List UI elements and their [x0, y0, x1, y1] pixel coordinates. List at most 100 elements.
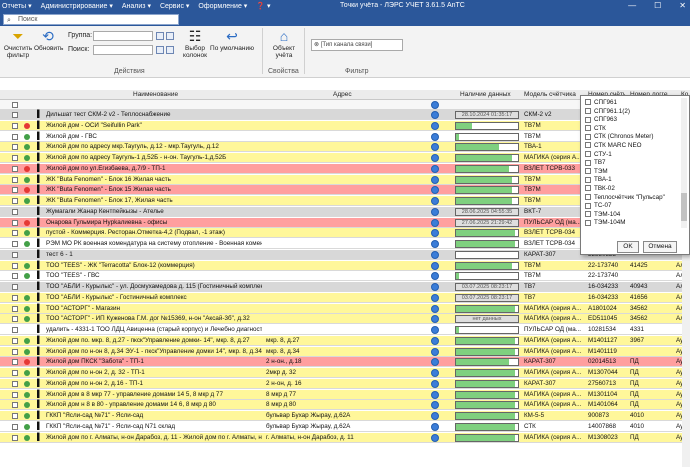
- menu-analysis[interactable]: Анализ ▾: [121, 3, 151, 10]
- popup-scrollbar[interactable]: [681, 98, 687, 228]
- row-checkbox[interactable]: [12, 402, 18, 409]
- popup-item-checkbox[interactable]: [585, 116, 591, 123]
- row-checkbox[interactable]: [12, 413, 18, 419]
- default-button[interactable]: ↩ По умолчанию: [210, 28, 254, 52]
- ok-button[interactable]: OK: [617, 241, 639, 253]
- table-row[interactable]: ▌ пустой - Коммерция. Ресторан.Отметка-4,…: [0, 228, 690, 239]
- popup-item-checkbox[interactable]: [585, 107, 591, 114]
- row-checkbox[interactable]: [12, 187, 18, 194]
- row-checkbox[interactable]: [12, 284, 18, 290]
- globe-icon[interactable]: [431, 283, 439, 291]
- row-checkbox[interactable]: [12, 316, 18, 323]
- popup-filter-item[interactable]: ТЭМ: [585, 168, 608, 177]
- row-checkbox[interactable]: [12, 294, 18, 301]
- row-checkbox[interactable]: [12, 327, 18, 333]
- globe-icon[interactable]: [431, 164, 439, 173]
- row-checkbox[interactable]: [12, 241, 18, 247]
- table-row[interactable]: ▌ ТОО "TEES" - ЖК "Terracotta" Блок-12 (к…: [0, 260, 690, 271]
- minimize-button[interactable]: —: [628, 1, 637, 10]
- group-link-icon[interactable]: [156, 32, 164, 40]
- globe-icon[interactable]: [431, 240, 439, 248]
- popup-filter-item[interactable]: ТЭМ-104М: [585, 219, 625, 228]
- table-row[interactable]: ▌ ЖК "Buta Fenomen" - Блок 15 Жилая часть…: [0, 185, 690, 196]
- close-icon[interactable]: ⊗: [314, 42, 321, 48]
- table-row[interactable]: ▌ Жилой дом - ОСИ "Seifullin Park" ТВ7М: [0, 120, 690, 131]
- globe-icon[interactable]: [431, 336, 439, 345]
- globe-icon[interactable]: [431, 315, 439, 324]
- popup-item-checkbox[interactable]: [585, 193, 591, 200]
- popup-item-checkbox[interactable]: [585, 99, 591, 106]
- row-checkbox[interactable]: [12, 122, 18, 129]
- row-checkbox[interactable]: [12, 230, 18, 237]
- table-row[interactable]: ▌ ЖК "Buta Fenomen" - Блок 17, Жилая част…: [0, 196, 690, 207]
- table-row[interactable]: ▌ Жилой дом по. мкр. 8, д.27 - пкск"Управ…: [0, 335, 690, 346]
- globe-icon[interactable]: [431, 207, 439, 216]
- menu-help[interactable]: ❓ ▾: [256, 3, 271, 10]
- menu-service[interactable]: Сервис ▾: [159, 3, 190, 10]
- col-logger-number[interactable]: Номер логгер: [630, 91, 668, 98]
- globe-icon[interactable]: [431, 250, 439, 259]
- popup-item-checkbox[interactable]: [585, 219, 591, 226]
- cancel-button[interactable]: Отмена: [643, 241, 677, 253]
- row-checkbox[interactable]: [12, 359, 18, 366]
- row-checkbox[interactable]: [12, 133, 18, 140]
- table-row[interactable]: ▌ Жилой дом в 8 мкр 77 - управление домам…: [0, 389, 690, 400]
- popup-filter-item[interactable]: СТУ-1: [585, 151, 612, 160]
- row-checkbox[interactable]: [12, 144, 18, 151]
- table-row[interactable]: ▌ ТОО "АСТОРГ" - Магазин МАГИКА (серия А..…: [0, 303, 690, 314]
- row-checkbox[interactable]: [12, 380, 18, 387]
- select-columns-button[interactable]: ☷ Выбор колонок: [180, 28, 210, 59]
- globe-icon[interactable]: [431, 261, 439, 270]
- channel-type-filter[interactable]: ⊗ [Тип канала связи]: [311, 39, 403, 51]
- table-row[interactable]: ▌ Жилой дом н 8 в 80 - управление домами …: [0, 400, 690, 411]
- menu-administration[interactable]: Администрирование ▾: [40, 3, 113, 10]
- table-row[interactable]: ▌ Жилой дом ПКСК "Забота" - ТП-1 2 н-он., …: [0, 357, 690, 368]
- table-row[interactable]: ▌ Жилой дом по н-он 2, д.16 - ТП-1 2 н-он,…: [0, 378, 690, 389]
- globe-icon[interactable]: [431, 369, 439, 377]
- globe-icon[interactable]: [431, 358, 439, 367]
- popup-item-checkbox[interactable]: [585, 142, 591, 149]
- globe-icon[interactable]: [431, 347, 439, 356]
- table-row[interactable]: ▌ ГККП "Ясли-сад №71" - Ясли-сад бульвар Б…: [0, 411, 690, 422]
- row-checkbox[interactable]: [12, 112, 18, 118]
- maximize-button[interactable]: ☐: [654, 1, 662, 10]
- row-checkbox[interactable]: [12, 391, 18, 398]
- table-row[interactable]: ▌ Дильшат тест СКМ-2 v2 - Теплоснабжение 2…: [0, 110, 690, 121]
- row-checkbox[interactable]: [12, 155, 18, 161]
- popup-filter-item[interactable]: ТЭМ-104: [585, 211, 620, 220]
- table-row[interactable]: ▌ Жилой дом по адресу Таугуль-1 д.52Б - н…: [0, 153, 690, 164]
- col-model[interactable]: Модель счётчика: [524, 91, 576, 98]
- col-meter-number[interactable]: Номер счётч: [588, 91, 625, 98]
- search-clear-icon[interactable]: [166, 46, 174, 54]
- close-button[interactable]: ✕: [679, 1, 686, 10]
- globe-icon[interactable]: [431, 401, 439, 410]
- table-row[interactable]: ▌ ГККП "Ясли-сад №71" - Ясли-сад N71 скла…: [0, 421, 690, 432]
- popup-filter-item[interactable]: СТК MARC NEO: [585, 142, 642, 151]
- globe-icon[interactable]: [431, 175, 439, 184]
- clear-filter-button[interactable]: ⏷ Очистить фильтр: [2, 28, 34, 59]
- globe-icon[interactable]: [431, 143, 439, 152]
- row-checkbox[interactable]: [12, 434, 18, 441]
- group-clear-icon[interactable]: [166, 32, 174, 40]
- row-checkbox[interactable]: [12, 273, 18, 280]
- popup-item-checkbox[interactable]: [585, 211, 591, 218]
- table-row[interactable]: ▌ ТОО "АБЛИ - Курылыс" - Гостиничный комп…: [0, 292, 690, 303]
- globe-icon[interactable]: [431, 304, 439, 313]
- popup-item-checkbox[interactable]: [585, 185, 591, 192]
- row-checkbox[interactable]: [12, 165, 18, 172]
- popup-item-checkbox[interactable]: [585, 176, 591, 183]
- popup-filter-item[interactable]: ТВА-1: [585, 176, 612, 185]
- table-row[interactable]: ▌ удалить - 4331-1 ТОО ЛДЦ Авиценна (стар…: [0, 325, 690, 336]
- menu-appearance[interactable]: Оформление ▾: [198, 3, 248, 10]
- popup-item-checkbox[interactable]: [585, 150, 591, 157]
- object-button[interactable]: ⌂ Объект учёта: [268, 28, 300, 59]
- table-row[interactable]: ▌ Жилой дом по г. Алматы, н-он Дарабоз, д…: [0, 432, 690, 443]
- globe-icon[interactable]: [431, 218, 439, 227]
- col-last[interactable]: Ко: [681, 91, 688, 98]
- table-row[interactable]: ▌ Жилой дом по н-он 8, д.34 ЭУ-1 - пкск"У…: [0, 346, 690, 357]
- popup-filter-item[interactable]: СПГ961.1(2): [585, 108, 630, 117]
- row-checkbox[interactable]: [12, 370, 18, 376]
- menu-reports[interactable]: Отчеты ▾: [2, 3, 32, 10]
- popup-filter-item[interactable]: Теплосчётчик "Пульсар": [585, 194, 665, 203]
- popup-filter-item[interactable]: ТС-07: [585, 202, 612, 211]
